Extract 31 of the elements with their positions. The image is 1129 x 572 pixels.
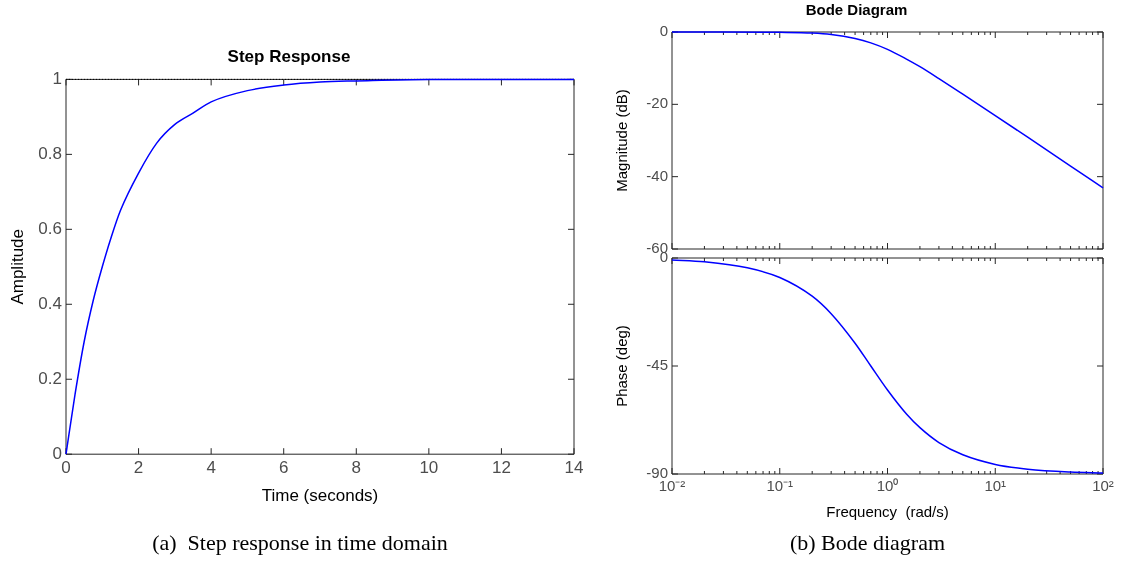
x-tick-label: 2 [133, 458, 144, 478]
y-tick-label: 0.6 [38, 219, 62, 239]
y-tick-label: -20 [646, 94, 668, 112]
y-axis-title: Magnitude (dB) [613, 89, 631, 192]
line-series [65, 78, 575, 455]
x-tick-label: 10 [419, 458, 439, 478]
y-tick-label: 0.8 [38, 144, 62, 164]
y-tick-label: 0.4 [38, 293, 62, 313]
x-tick-label: 6 [278, 458, 289, 478]
chart-title: Bode Diagram [805, 1, 908, 19]
x-tick-label: 8 [351, 458, 362, 478]
x-tick-label: 4 [206, 458, 216, 478]
y-tick-label: 0 [52, 443, 62, 463]
x-tick-label: 10² [1092, 477, 1114, 495]
x-axis-title: Time (seconds) [261, 486, 379, 506]
x-tick-label: 10⁻¹ [766, 477, 794, 495]
y-tick-label: -45 [646, 356, 668, 374]
x-tick-label: 12 [491, 458, 511, 478]
x-tick-label: 10⁰ [876, 477, 899, 495]
x-tick-label: 10¹ [984, 477, 1007, 495]
text: (b) Bode diagram [788, 530, 947, 556]
chart-title: Step Response [227, 46, 351, 66]
y-axis-title: Phase (deg) [613, 325, 631, 407]
x-axis-title: Frequency (rad/s) [826, 503, 949, 521]
y-tick-label: 0 [659, 22, 668, 40]
y-tick-label: 0.2 [38, 368, 62, 388]
y-tick-label: 1 [52, 69, 62, 89]
y-axis-title: Amplitude [7, 229, 27, 305]
x-tick-label: 14 [564, 458, 584, 478]
y-tick-label: -40 [646, 166, 668, 184]
text: (a) Step response in time domain [151, 530, 449, 556]
